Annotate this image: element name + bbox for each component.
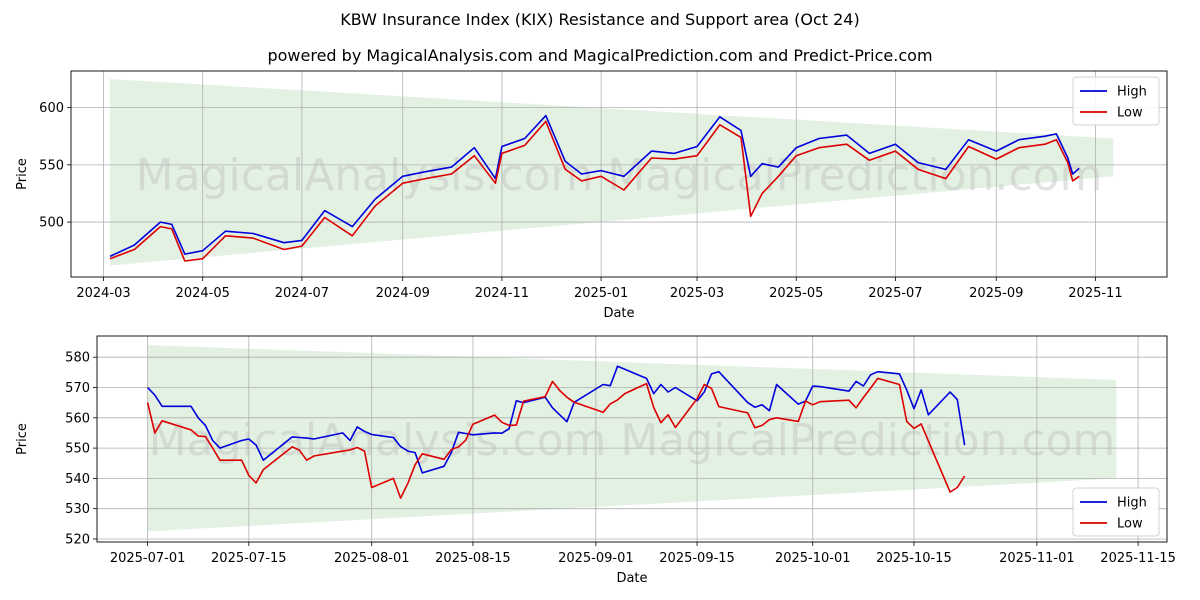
series-line-high [109, 114, 1080, 258]
legend-box [1072, 76, 1160, 126]
x-tick-label: 2024-05 [176, 286, 230, 301]
x-tick-label: 2025-03 [670, 286, 724, 301]
y-axis-label: Price [15, 158, 30, 190]
x-tick-label: 2025-01 [574, 286, 628, 301]
x-tick-label: 2024-07 [275, 286, 329, 301]
legend-label-high: High [1117, 85, 1147, 100]
series-line-low [109, 120, 1080, 262]
x-tick-label: 2025-11 [1068, 286, 1122, 301]
x-tick-label: 2025-05 [769, 286, 823, 301]
chart-subtitle: powered by MagicalAnalysis.com and Magic… [267, 46, 933, 65]
x-tick-label: 2024-11 [475, 286, 529, 301]
y-tick-label: 500 [39, 216, 64, 231]
plot-frame [70, 70, 1168, 278]
x-tick-label: 2025-09 [969, 286, 1023, 301]
y-tick-label: 600 [39, 101, 64, 116]
chart-title: KBW Insurance Index (KIX) Resistance and… [340, 10, 860, 29]
y-tick-label: 550 [39, 158, 64, 173]
x-tick-label: 2024-09 [376, 286, 430, 301]
x-tick-label: 2024-03 [76, 286, 130, 301]
support-resistance-band [110, 79, 1114, 266]
legend-label-low: Low [1117, 106, 1143, 121]
x-tick-label: 2025-07 [868, 286, 922, 301]
x-axis-label: Date [603, 306, 634, 321]
